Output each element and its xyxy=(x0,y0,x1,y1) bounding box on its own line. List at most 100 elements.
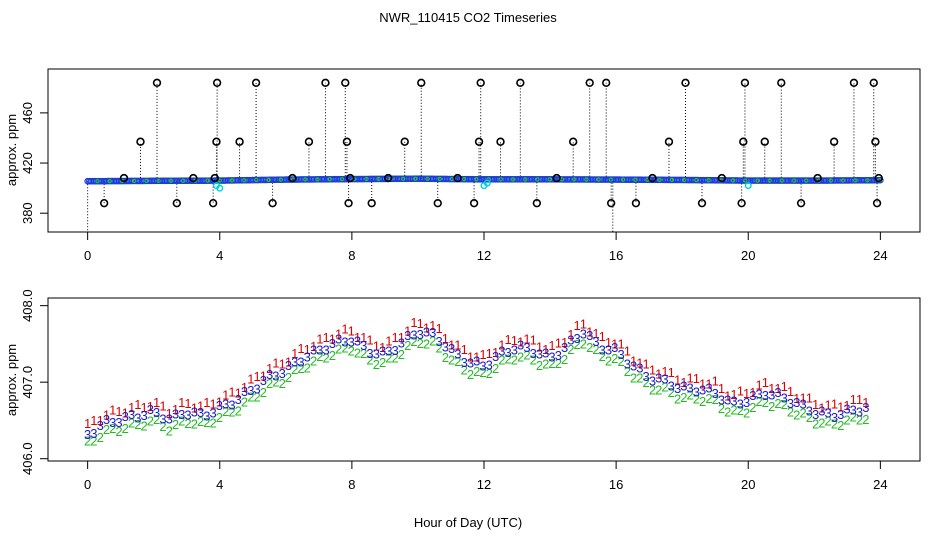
series-1-point: 1 xyxy=(774,381,781,396)
series-3-point: 3 xyxy=(536,347,543,362)
series-3-point: 3 xyxy=(555,348,562,363)
spike-point xyxy=(288,173,297,183)
series-3-point: 3 xyxy=(128,407,135,422)
series-1-point: 1 xyxy=(661,364,668,379)
series-1-point: 1 xyxy=(103,407,110,422)
baseline-point-green xyxy=(620,177,626,182)
series-3-point: 3 xyxy=(542,346,549,361)
series-2-point: 2 xyxy=(153,412,160,427)
baseline-point-green xyxy=(229,178,235,183)
series-3-point: 3 xyxy=(705,381,712,396)
series-3-point: 3 xyxy=(718,392,725,407)
series-3-point: 3 xyxy=(530,346,537,361)
spike-point xyxy=(813,173,822,183)
baseline-point-green xyxy=(792,178,797,183)
series-3-point: 3 xyxy=(115,415,122,430)
series-3-point: 3 xyxy=(712,386,719,401)
series-2-point: 2 xyxy=(366,352,373,367)
series-3-point: 3 xyxy=(141,408,148,423)
series-3-point: 3 xyxy=(862,400,869,415)
x-tick-label: 12 xyxy=(477,477,491,492)
series-2-point: 2 xyxy=(724,405,731,420)
series-1-point: 1 xyxy=(799,391,806,406)
baseline-point-green xyxy=(730,178,736,183)
series-1-point: 1 xyxy=(806,391,813,406)
series-3-point: 3 xyxy=(360,338,367,353)
baseline-point-green xyxy=(303,177,308,182)
baseline-point-green xyxy=(107,178,112,184)
series-3-point: 3 xyxy=(134,410,141,425)
series-2-point: 2 xyxy=(310,354,317,369)
series-2-point: 2 xyxy=(674,391,681,406)
series-2-point: 2 xyxy=(479,365,486,380)
series-1-point: 1 xyxy=(178,395,185,410)
series-2-point: 2 xyxy=(555,356,562,371)
series-2-point: 2 xyxy=(442,350,449,365)
series-1-point: 1 xyxy=(574,318,581,333)
series-2-point: 2 xyxy=(856,412,863,427)
series-2-point: 2 xyxy=(329,348,336,363)
spike-point xyxy=(740,78,750,87)
baseline-point-green xyxy=(437,176,442,182)
series-2-point: 2 xyxy=(360,346,367,361)
x-tick-label: 12 xyxy=(477,248,491,263)
series-2-point: 2 xyxy=(304,361,311,376)
series-2-point: 2 xyxy=(630,371,637,386)
series-1-point: 1 xyxy=(467,349,474,364)
baseline-point-green xyxy=(205,178,210,183)
series-2-point: 2 xyxy=(253,390,260,405)
series-1-point: 1 xyxy=(90,413,97,428)
series-3-point: 3 xyxy=(404,328,411,343)
series-2-point: 2 xyxy=(241,395,248,410)
spike-point xyxy=(433,198,442,208)
series-2-point: 2 xyxy=(561,352,568,367)
series-2-point: 2 xyxy=(504,352,511,367)
series-1-point: 1 xyxy=(567,327,574,342)
series-3-point: 3 xyxy=(442,340,449,355)
series-2-point: 2 xyxy=(818,416,825,431)
spike-point xyxy=(344,198,353,208)
series-2-point: 2 xyxy=(624,364,631,379)
series-3-point: 3 xyxy=(184,407,191,422)
series-3-point: 3 xyxy=(831,410,838,425)
series-1-point: 1 xyxy=(442,331,449,346)
series-1-point: 1 xyxy=(586,324,593,339)
baseline-point-green xyxy=(132,178,137,184)
series-3-point: 3 xyxy=(417,327,424,342)
series-1-point: 1 xyxy=(128,400,135,415)
series-2-point: 2 xyxy=(843,412,850,427)
series-2-point: 2 xyxy=(335,341,342,356)
series-1-point: 1 xyxy=(523,331,530,346)
spike-point xyxy=(872,198,882,208)
series-2-point: 2 xyxy=(184,416,191,431)
series-1-point: 1 xyxy=(699,377,706,392)
series-1-point: 1 xyxy=(84,416,91,431)
series-2-point: 2 xyxy=(718,401,725,416)
baseline-point-green xyxy=(180,178,186,183)
series-3-point: 3 xyxy=(297,354,304,369)
series-2-point: 2 xyxy=(737,403,744,418)
series-1-point: 1 xyxy=(624,344,631,359)
series-2-point: 2 xyxy=(530,353,537,368)
series-3-point: 3 xyxy=(686,380,693,395)
series-1-point: 1 xyxy=(260,369,267,384)
series-3-point: 3 xyxy=(304,349,311,364)
series-3-point: 3 xyxy=(643,369,650,384)
y-tick-label: 408.0 xyxy=(20,289,35,322)
series-3-point: 3 xyxy=(166,412,173,427)
series-2-point: 2 xyxy=(599,349,606,364)
series-3-point: 3 xyxy=(172,406,179,421)
spike-point xyxy=(871,137,880,146)
series-1-point: 1 xyxy=(322,330,329,345)
series-1-point: 1 xyxy=(749,385,756,400)
series-1-point: 1 xyxy=(548,338,555,353)
spike-point xyxy=(321,78,330,87)
spike-point xyxy=(568,137,578,146)
series-3-point: 3 xyxy=(410,328,417,343)
baseline-point-green xyxy=(523,177,528,182)
baseline-point-green xyxy=(425,176,430,181)
series-1-point: 1 xyxy=(348,324,355,339)
series-3-point: 3 xyxy=(517,338,524,353)
series-2-point: 2 xyxy=(806,410,813,425)
spike-point xyxy=(796,198,806,208)
